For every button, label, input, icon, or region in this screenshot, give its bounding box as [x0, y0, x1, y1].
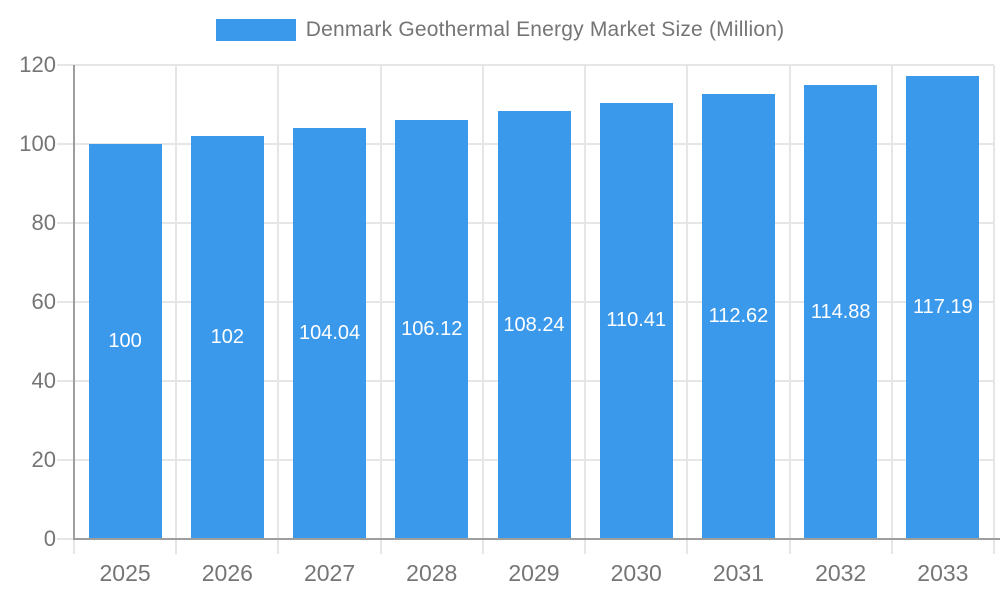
legend[interactable]: Denmark Geothermal Energy Market Size (M… — [0, 18, 1000, 42]
x-gridline — [584, 65, 587, 539]
bar-value-label: 112.62 — [708, 305, 769, 328]
bar-value-label: 114.88 — [810, 300, 871, 323]
bar-value-label: 102 — [210, 326, 245, 349]
y-tick — [57, 143, 74, 145]
x-tick — [73, 539, 75, 554]
legend-label: Denmark Geothermal Energy Market Size (M… — [305, 18, 785, 41]
y-axis-tick-label: 20 — [31, 447, 56, 472]
x-axis-line — [73, 538, 1000, 540]
x-tick — [686, 539, 689, 554]
y-axis-tick-label: 40 — [31, 368, 56, 393]
y-tick — [57, 64, 74, 66]
y-axis-tick-label: 100 — [19, 131, 56, 156]
x-tick — [277, 539, 280, 554]
x-gridline — [686, 65, 689, 539]
x-axis-tick-label: 2033 — [917, 560, 969, 586]
bar-2026[interactable]: 102 — [190, 136, 264, 539]
x-axis-tick-label: 2025 — [99, 560, 151, 586]
x-gridline — [481, 65, 484, 539]
y-tick — [57, 459, 74, 461]
bar-value-label: 100 — [108, 330, 142, 352]
x-tick — [175, 539, 178, 554]
x-tick — [788, 539, 791, 554]
x-axis-tick-label: 2031 — [712, 560, 765, 586]
x-tick — [584, 539, 587, 554]
x-tick — [993, 539, 995, 554]
bar-2031[interactable]: 112.62 — [701, 94, 775, 539]
x-tick — [379, 539, 382, 554]
y-axis-line — [73, 65, 75, 540]
y-tick — [57, 538, 74, 540]
x-axis-tick-label: 2029 — [508, 560, 560, 586]
bar-value-label: 117.19 — [913, 296, 973, 319]
bar-2028[interactable]: 106.12 — [395, 119, 469, 539]
y-axis-tick-label: 80 — [31, 210, 56, 235]
x-gridline — [277, 65, 280, 539]
bar-2032[interactable]: 114.88 — [804, 85, 878, 539]
x-axis-tick-label: 2026 — [201, 560, 253, 586]
y-tick — [57, 301, 74, 303]
x-axis-tick-label: 2030 — [610, 560, 662, 586]
y-tick — [57, 380, 74, 382]
x-axis-tick-label: 2032 — [815, 560, 867, 586]
bar-2029[interactable]: 108.24 — [497, 111, 571, 539]
bar-value-label: 106.12 — [401, 317, 463, 340]
x-gridline — [379, 65, 382, 539]
x-tick — [890, 539, 893, 554]
y-tick — [57, 222, 74, 224]
bar-value-label: 108.24 — [503, 313, 565, 336]
x-gridline — [788, 65, 791, 539]
bar-value-label: 104.04 — [298, 322, 361, 344]
bar-2025[interactable]: 100 — [88, 144, 162, 539]
y-axis-tick-label: 60 — [31, 289, 56, 314]
bar-2027[interactable]: 104.04 — [293, 128, 367, 539]
y-axis-tick-label: 120 — [19, 52, 56, 77]
x-axis-tick-label: 2027 — [303, 560, 356, 586]
bar-value-label: 110.41 — [606, 309, 667, 332]
bar-2033[interactable]: 117.19 — [906, 76, 980, 539]
x-gridline — [993, 65, 995, 539]
legend-swatch — [215, 19, 296, 41]
x-gridline — [890, 65, 893, 539]
x-gridline — [175, 65, 178, 539]
x-tick — [481, 539, 484, 554]
y-gridline — [74, 64, 994, 66]
x-axis-tick-label: 2028 — [406, 560, 458, 586]
bar-2030[interactable]: 110.41 — [599, 102, 673, 539]
y-axis-tick-label: 0 — [43, 526, 56, 551]
